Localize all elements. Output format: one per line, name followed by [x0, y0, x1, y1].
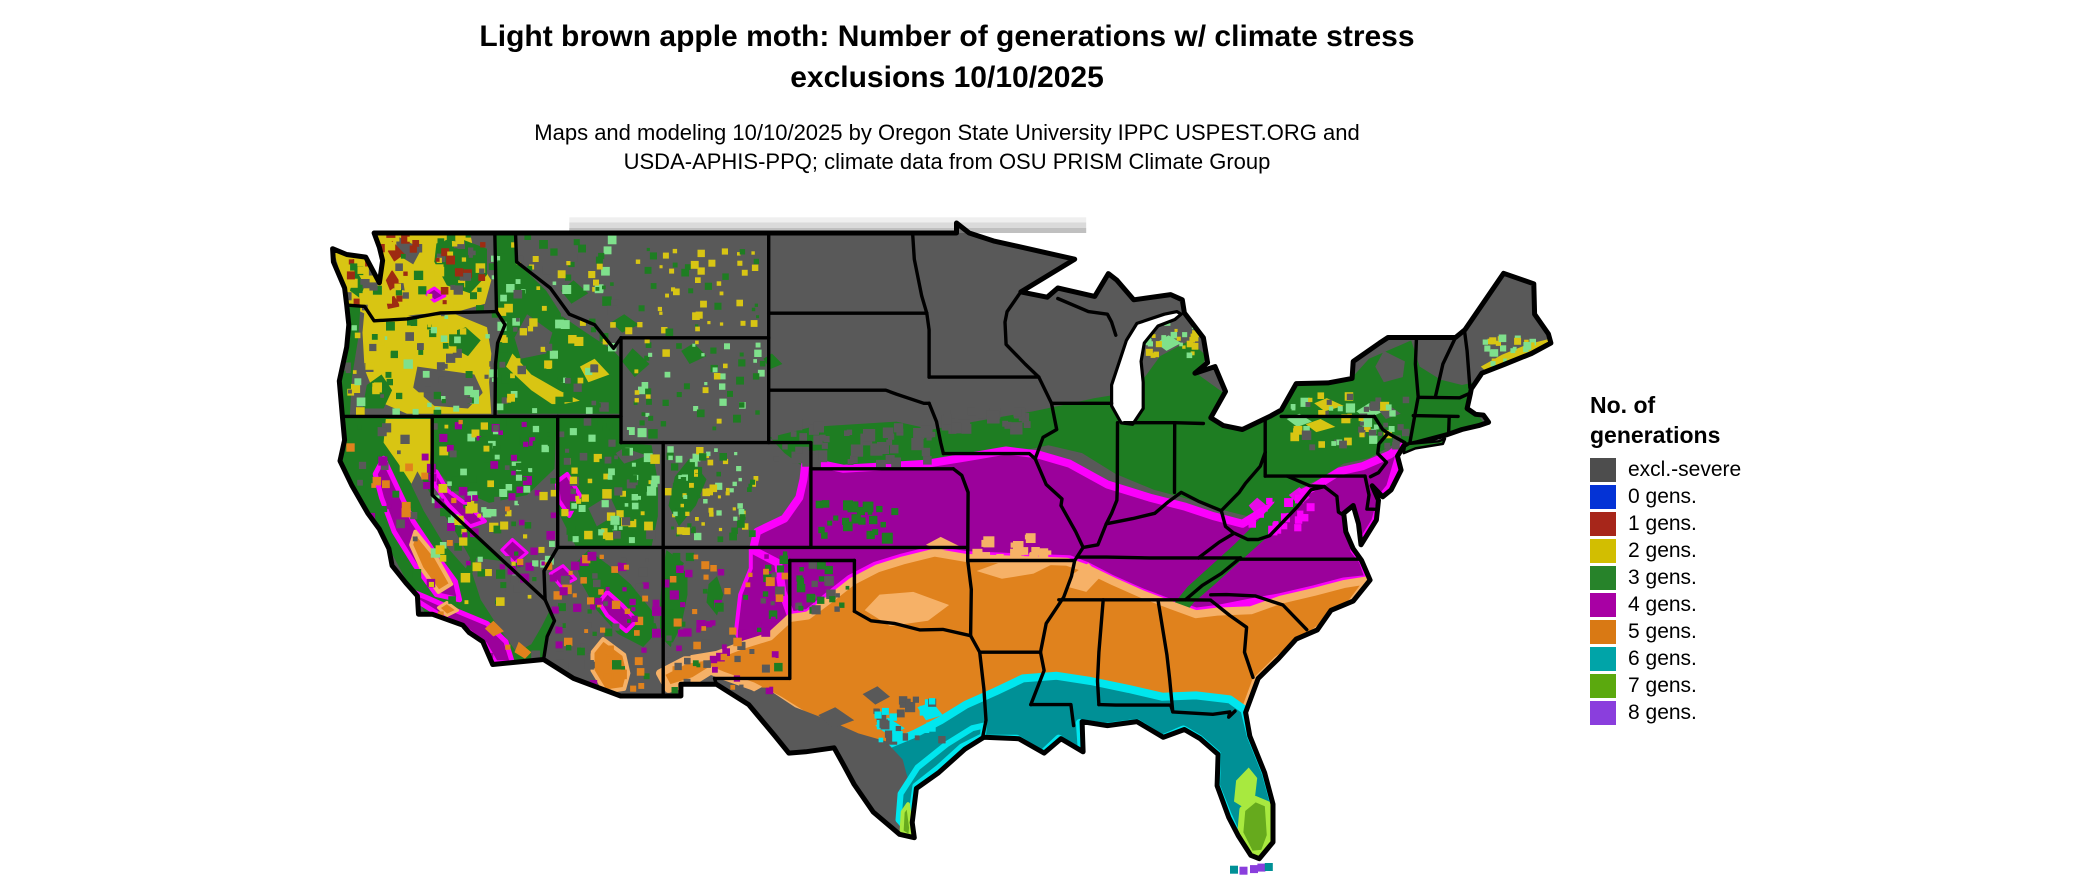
legend-title-line2: generations: [1590, 422, 1721, 448]
page-title-line2: exclusions 10/10/2025: [790, 61, 1104, 94]
legend-item: 6 gens.: [1590, 647, 1850, 671]
legend-item: 0 gens.: [1590, 485, 1850, 509]
florida-keys-dot: [1264, 863, 1273, 871]
map-legend: No. of generations excl.-severe 0 gens. 1 …: [1590, 390, 1850, 728]
page-title: Light brown apple moth: Number of genera…: [0, 16, 1894, 98]
legend-item: 8 gens.: [1590, 701, 1850, 725]
legend-swatch: [1590, 458, 1616, 482]
canada-raster-bleed: [569, 222, 1087, 228]
canada-raster-bleed: [569, 227, 1087, 233]
legend-swatch: [1590, 485, 1616, 509]
legend-label: excl.-severe: [1628, 458, 1742, 481]
legend-label: 8 gens.: [1628, 701, 1697, 724]
legend-label: 7 gens.: [1628, 674, 1697, 697]
legend-item: 4 gens.: [1590, 593, 1850, 617]
legend-swatch: [1590, 539, 1616, 563]
florida-keys-dot: [1239, 866, 1248, 875]
legend-title: No. of generations: [1590, 390, 1850, 450]
page-title-line1: Light brown apple moth: Number of genera…: [479, 20, 1415, 53]
legend-swatch: [1590, 701, 1616, 725]
map-raster: [332, 223, 1551, 859]
legend-swatch: [1590, 647, 1616, 671]
legend-swatch: [1590, 512, 1616, 536]
legend-item: 5 gens.: [1590, 620, 1850, 644]
legend-label: 0 gens.: [1628, 485, 1697, 508]
legend-swatch: [1590, 620, 1616, 644]
canada-raster-bleed: [569, 217, 1087, 223]
legend-title-line1: No. of: [1590, 392, 1656, 418]
legend-label: 6 gens.: [1628, 647, 1697, 670]
legend-items: excl.-severe 0 gens. 1 gens. 2 gens. 3 gens.…: [1590, 458, 1850, 725]
us-outline: [330, 220, 1554, 862]
legend-label: 5 gens.: [1628, 620, 1697, 643]
legend-item: excl.-severe: [1590, 458, 1850, 482]
florida-keys-dot: [1230, 865, 1238, 874]
florida-keys-dot: [1257, 863, 1266, 872]
long-island: [1402, 437, 1447, 455]
legend-item: 2 gens.: [1590, 539, 1850, 563]
legend-item: 7 gens.: [1590, 674, 1850, 698]
legend-label: 3 gens.: [1628, 566, 1697, 589]
legend-swatch: [1590, 566, 1616, 590]
legend-label: 4 gens.: [1628, 593, 1697, 616]
page-subtitle-line2: USDA-APHIS-PPQ; climate data from OSU PR…: [623, 149, 1271, 174]
page-subtitle-line1: Maps and modeling 10/10/2025 by Oregon S…: [534, 120, 1360, 145]
legend-item: 1 gens.: [1590, 512, 1850, 536]
legend-swatch: [1590, 593, 1616, 617]
page-subtitle: Maps and modeling 10/10/2025 by Oregon S…: [0, 118, 1894, 176]
legend-item: 3 gens.: [1590, 566, 1850, 590]
florida-keys-dot: [1250, 865, 1258, 874]
legend-swatch: [1590, 674, 1616, 698]
legend-label: 1 gens.: [1628, 512, 1697, 535]
legend-label: 2 gens.: [1628, 539, 1697, 562]
state-borders: [337, 231, 1472, 738]
